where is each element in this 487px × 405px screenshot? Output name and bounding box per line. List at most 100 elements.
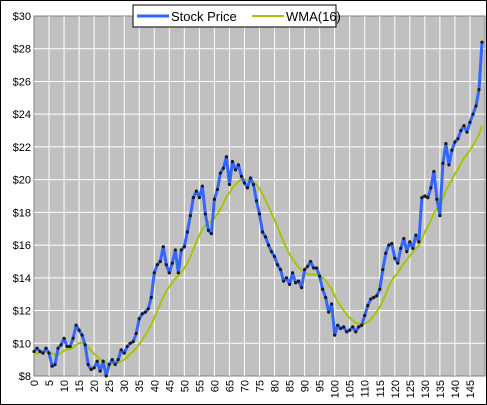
data-point-stock-price: [203, 212, 207, 216]
data-point-stock-price: [62, 336, 66, 340]
x-tick-label: 105: [345, 380, 357, 398]
data-point-stock-price: [399, 246, 403, 250]
data-point-stock-price: [227, 182, 232, 187]
data-point-stock-price: [185, 230, 189, 234]
data-point-stock-price: [315, 266, 319, 270]
x-tick-label: 60: [209, 380, 221, 392]
data-point-stock-price: [378, 287, 382, 291]
data-point-stock-price: [293, 281, 298, 285]
x-tick-label: 100: [330, 380, 342, 398]
data-point-stock-price: [194, 189, 198, 193]
legend: Stock Price WMA(16): [132, 4, 341, 28]
data-point-stock-price: [101, 359, 105, 363]
data-point-stock-price: [113, 362, 117, 367]
data-point-stock-price: [339, 326, 343, 331]
data-point-stock-price: [351, 325, 355, 329]
x-tick-label: 95: [315, 380, 327, 392]
data-point-stock-price: [233, 168, 238, 172]
data-point-stock-price: [435, 197, 439, 201]
data-point-stock-price: [411, 246, 415, 250]
data-point-stock-price: [59, 343, 63, 347]
x-tick-label: 50: [179, 380, 191, 392]
data-point-stock-price: [167, 271, 171, 275]
data-point-stock-price: [369, 297, 373, 301]
x-tick-label: 20: [89, 380, 101, 392]
data-point-stock-price: [98, 369, 102, 373]
data-point-stock-price: [312, 266, 316, 270]
data-point-stock-price: [408, 240, 412, 244]
data-point-stock-price: [290, 271, 295, 275]
data-point-stock-price: [104, 374, 108, 378]
data-point-stock-price: [191, 196, 195, 200]
data-point-stock-price: [65, 344, 69, 349]
data-point-stock-price: [245, 186, 250, 190]
data-point-stock-price: [432, 169, 436, 174]
data-point-stock-price: [197, 196, 201, 200]
data-point-stock-price: [221, 166, 226, 170]
data-point-stock-price: [257, 212, 262, 216]
legend-label-wma: WMA(16): [286, 9, 341, 24]
data-point-stock-price: [468, 120, 472, 124]
y-tick-label: $14: [13, 273, 31, 285]
data-point-stock-price: [480, 40, 484, 44]
x-tick-label: 15: [74, 380, 86, 392]
data-point-stock-price: [125, 344, 129, 349]
data-point-stock-price: [321, 287, 325, 291]
y-tick-label: $12: [13, 306, 31, 318]
data-point-stock-price: [161, 245, 165, 249]
data-point-stock-price: [188, 214, 192, 218]
data-point-stock-price: [155, 263, 159, 267]
x-tick-label: 25: [104, 380, 116, 392]
data-point-stock-price: [53, 362, 57, 367]
x-tick-label: 80: [270, 380, 282, 392]
data-point-stock-price: [236, 163, 241, 167]
data-point-stock-price: [459, 128, 463, 133]
data-point-stock-price: [260, 230, 265, 234]
y-tick-label: $10: [13, 338, 31, 350]
x-tick-label: 5: [44, 380, 56, 386]
legend-label-stock-price: Stock Price: [171, 9, 237, 24]
data-point-stock-price: [426, 196, 430, 200]
y-tick-label: $22: [13, 142, 31, 154]
data-point-stock-price: [390, 241, 394, 246]
data-point-stock-price: [41, 351, 45, 355]
data-point-stock-price: [372, 295, 376, 300]
data-point-stock-price: [38, 349, 42, 354]
data-point-stock-price: [396, 261, 400, 265]
data-point-stock-price: [299, 286, 304, 290]
data-point-stock-price: [384, 251, 388, 255]
data-point-stock-price: [200, 184, 204, 188]
data-point-stock-price: [212, 197, 216, 201]
data-point-stock-price: [86, 362, 90, 367]
data-point-stock-price: [348, 328, 352, 332]
data-point-stock-price: [333, 333, 337, 337]
x-tick-label: 55: [194, 380, 206, 392]
data-point-stock-price: [318, 274, 322, 278]
data-point-stock-price: [35, 346, 39, 350]
data-point-stock-price: [83, 343, 87, 347]
data-point-stock-price: [447, 163, 451, 167]
data-point-stock-price: [116, 358, 120, 362]
data-point-stock-price: [50, 364, 54, 368]
x-tick-label: 30: [119, 380, 131, 392]
data-point-stock-price: [77, 328, 81, 332]
data-point-stock-price: [477, 88, 481, 92]
data-point-stock-price: [462, 124, 466, 128]
data-point-stock-price: [131, 340, 135, 344]
data-point-stock-price: [68, 344, 72, 349]
data-point-stock-price: [423, 194, 427, 198]
data-point-stock-price: [158, 259, 162, 264]
data-point-stock-price: [444, 142, 448, 146]
legend-box: [132, 4, 337, 28]
data-point-stock-price: [287, 282, 292, 286]
x-tick-label: 135: [435, 380, 447, 398]
series-line-stock-price: [32, 42, 484, 378]
data-point-stock-price: [345, 330, 349, 334]
data-point-stock-price: [272, 254, 277, 259]
data-point-stock-price: [402, 236, 406, 241]
data-point-stock-price: [309, 259, 313, 264]
x-tick-label: 75: [255, 380, 267, 392]
y-tick-label: $18: [13, 207, 31, 219]
data-point-stock-price: [149, 295, 153, 300]
